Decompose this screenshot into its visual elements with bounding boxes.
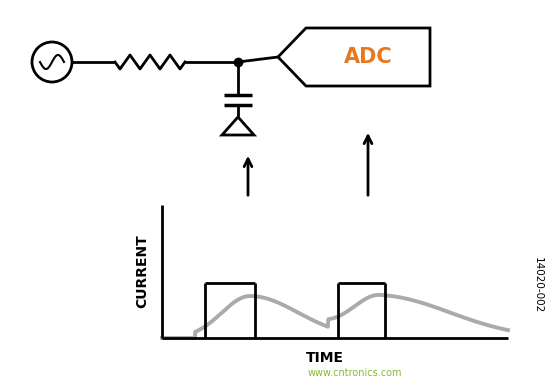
Text: www.cntronics.com: www.cntronics.com xyxy=(308,368,402,378)
Text: TIME: TIME xyxy=(306,351,344,365)
Text: 14020-002: 14020-002 xyxy=(533,257,543,313)
Text: ADC: ADC xyxy=(344,47,392,67)
Text: CURRENT: CURRENT xyxy=(135,234,149,308)
Polygon shape xyxy=(278,28,430,86)
